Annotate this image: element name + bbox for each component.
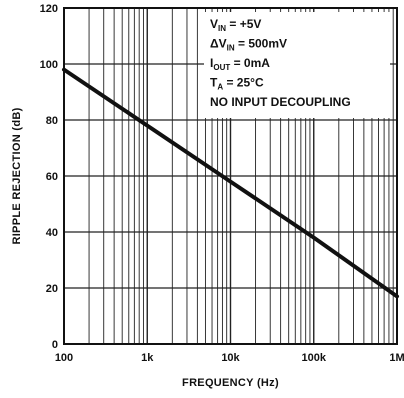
annotation-line: TA = 25°C [210, 76, 264, 92]
annotation-value: = 500mV [235, 37, 287, 51]
y-tick-label: 80 [46, 115, 58, 127]
annotation-subscript: OUT [213, 63, 230, 72]
y-tick-label: 0 [52, 339, 58, 351]
x-tick-label: 1M [389, 352, 404, 364]
y-axis-label: RIPPLE REJECTION (dB) [11, 107, 23, 244]
annotation-text: NO INPUT DECOUPLING [210, 95, 351, 109]
x-tick-label: 10k [221, 352, 240, 364]
grid [63, 7, 397, 345]
series-layer [62, 67, 399, 299]
annotation-line: VIN = +5V [210, 17, 261, 33]
y-tick-label: 20 [46, 283, 58, 295]
annotation-text: I [210, 56, 213, 70]
annotation-text: ΔV [210, 37, 227, 51]
y-tick-labels: 0 20 40 60 80 100 120 [40, 3, 58, 351]
annotation-line: NO INPUT DECOUPLING [210, 95, 351, 109]
plot-frame [63, 7, 398, 345]
ripple-rejection-line [62, 67, 399, 299]
x-tick-labels: 100 1k 10k 100k 1M [55, 352, 404, 364]
y-tick-label: 120 [40, 3, 58, 15]
y-tick-label: 40 [46, 227, 58, 239]
annotation-text: T [210, 76, 218, 90]
annotation-text: V [210, 17, 218, 31]
annotation-subscript: A [217, 83, 223, 92]
y-tick-label: 60 [46, 171, 58, 183]
y-tick-label: 100 [40, 59, 58, 71]
annotation-value: = 25°C [223, 76, 264, 90]
annotation-line: ΔVIN = 500mV [210, 37, 287, 53]
x-tick-label: 100 [55, 352, 73, 364]
annotation-subscript: IN [227, 44, 235, 53]
annotation-value: = +5V [226, 17, 261, 31]
x-tick-label: 100k [302, 352, 327, 364]
annotation-line: IOUT = 0mA [210, 56, 270, 72]
annotation-subscript: IN [218, 24, 226, 33]
annotation-box [204, 12, 390, 118]
x-axis-label: FREQUENCY (Hz) [182, 377, 279, 389]
x-tick-label: 1k [141, 352, 154, 364]
annotation-value: = 0mA [230, 56, 270, 70]
